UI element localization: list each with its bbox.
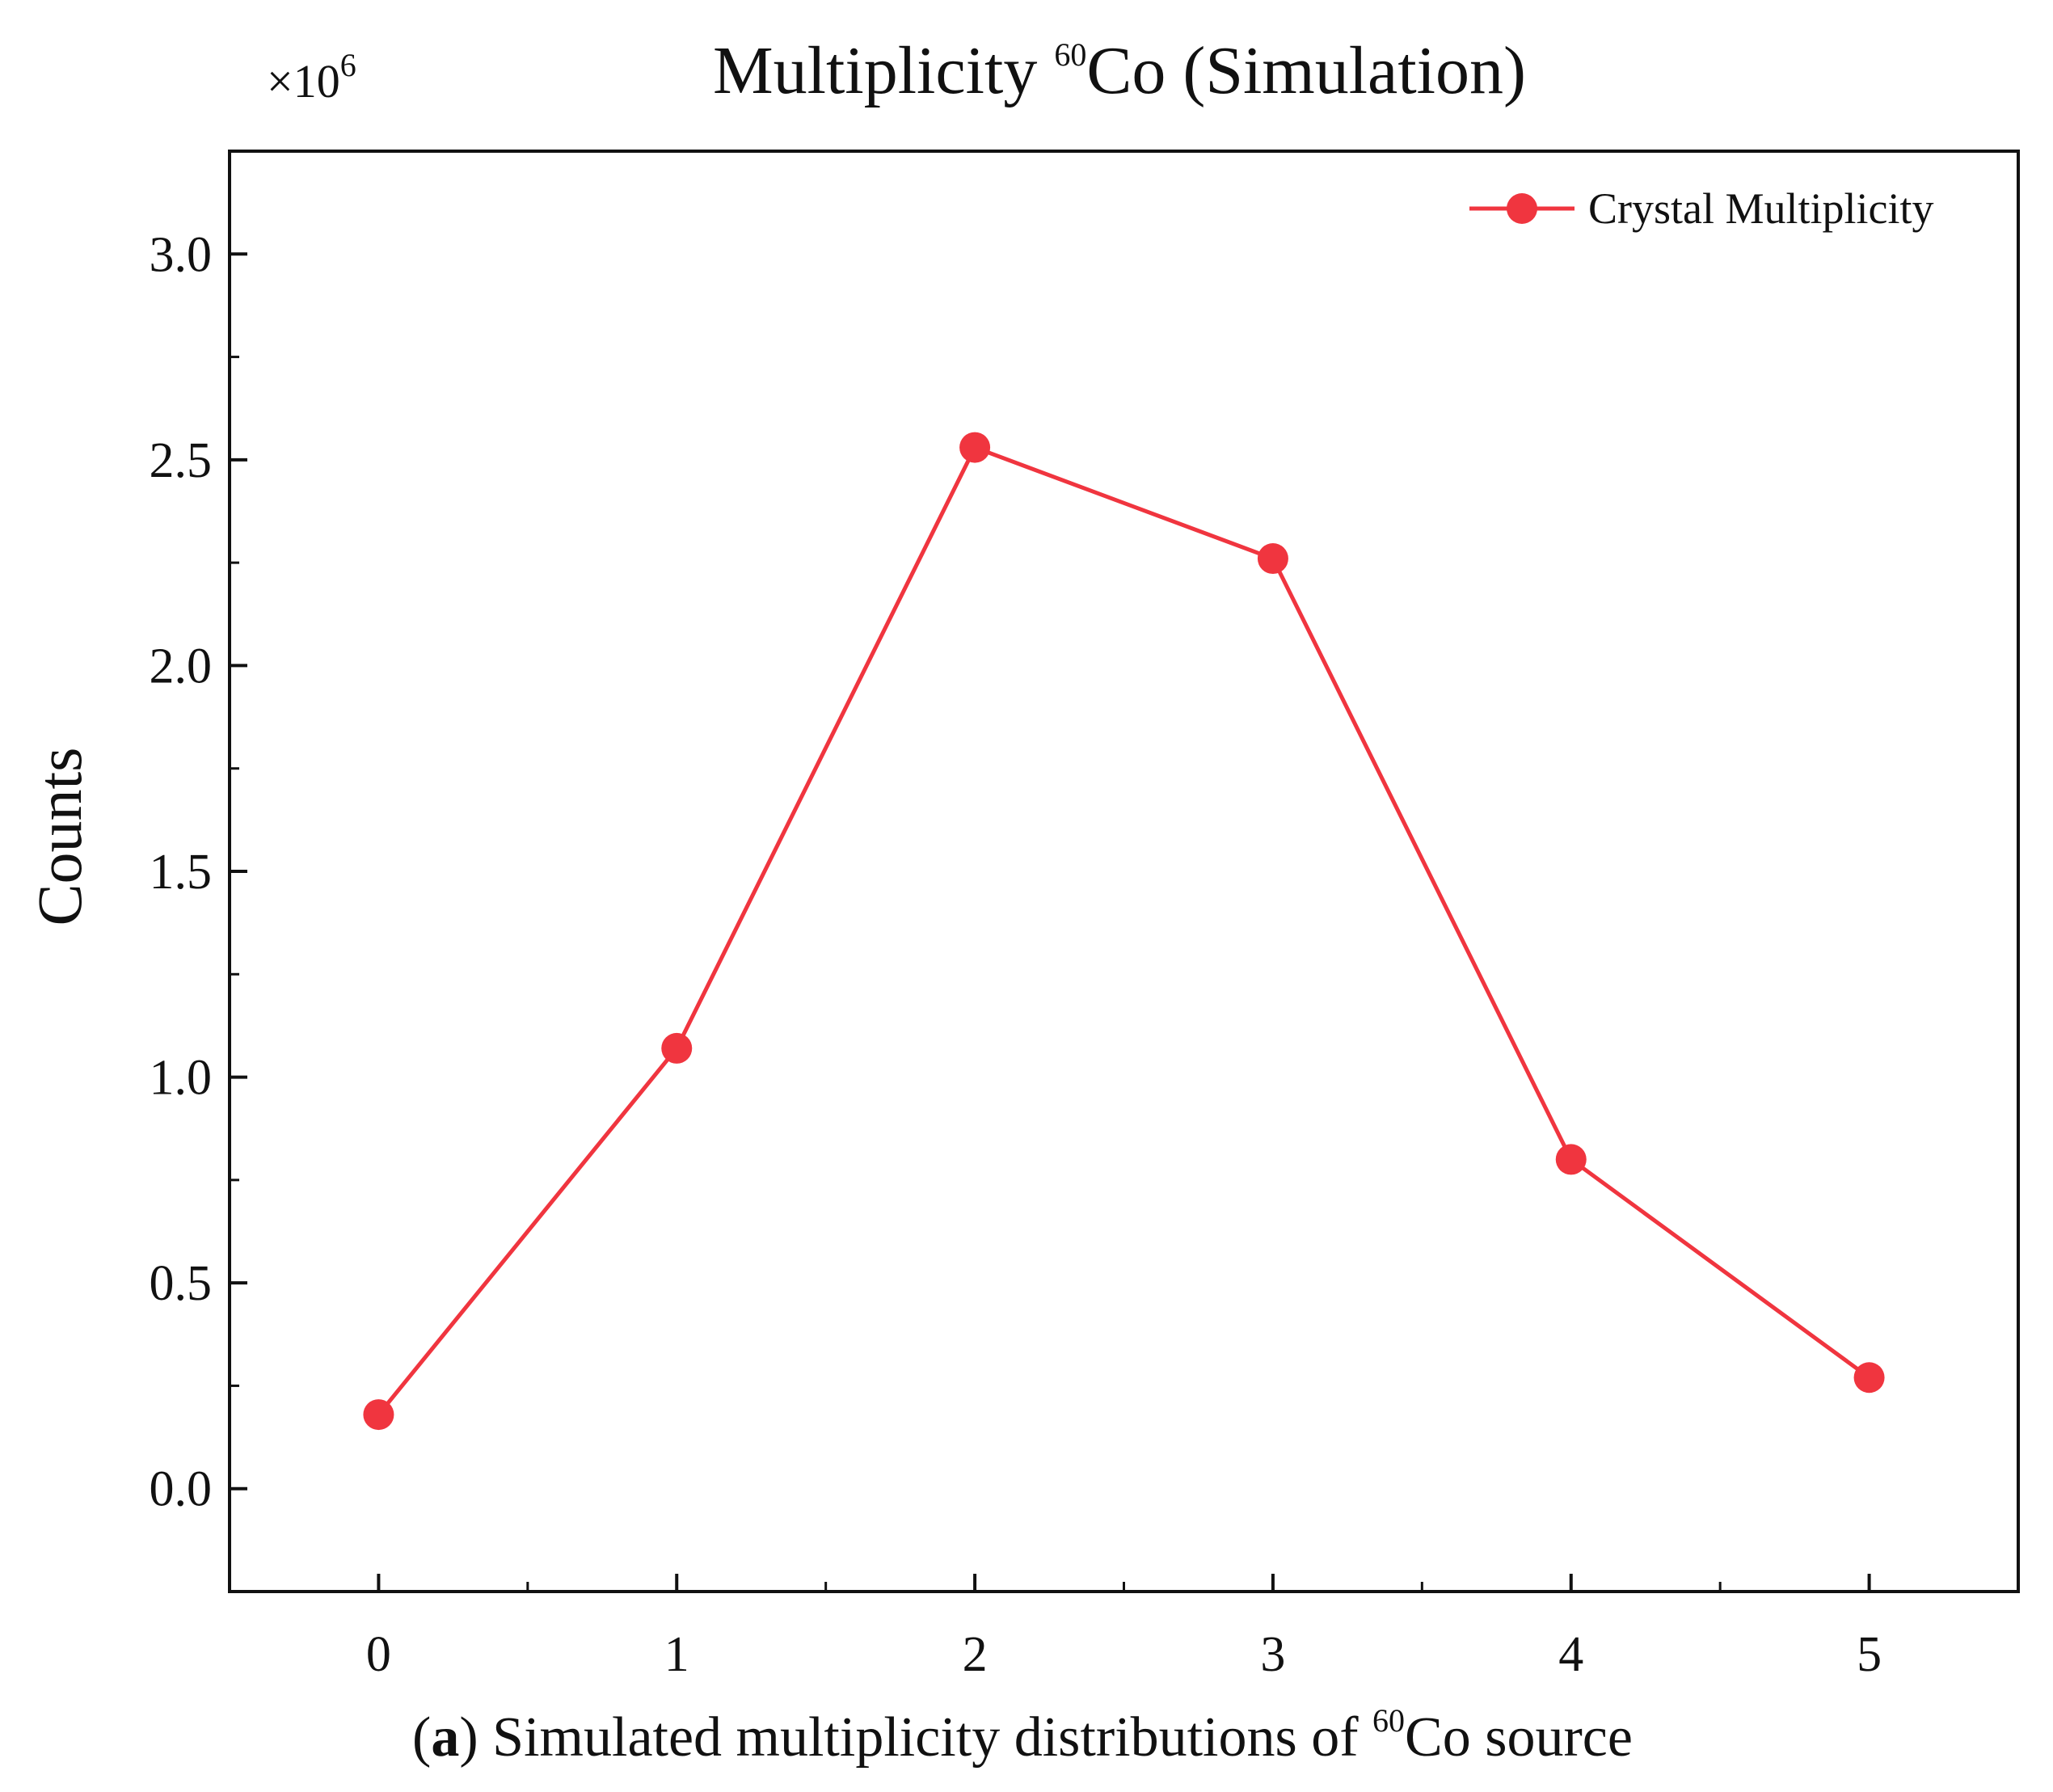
plot-frame xyxy=(228,150,2020,1593)
caption-open: ( xyxy=(412,1706,431,1769)
y-tick-label: 1.0 xyxy=(150,1051,213,1106)
y-axis-ticks: 0.0 0.5 1.0 1.5 2.0 2.5 3.0 xyxy=(150,227,247,1517)
caption-letter: a xyxy=(431,1706,459,1769)
legend: Crystal Multiplicity xyxy=(1469,184,1934,233)
x-tick-label: 0 xyxy=(366,1627,391,1682)
y-tick-label: 1.5 xyxy=(150,845,213,900)
data-point xyxy=(1257,543,1288,575)
series-layer xyxy=(363,432,1885,1431)
chart-title-rest: Co (Simulation) xyxy=(1086,33,1526,108)
legend-marker-sample xyxy=(1507,193,1537,224)
y-tick-label: 0.5 xyxy=(150,1256,213,1311)
x-axis-ticks: 0 1 2 3 4 5 xyxy=(366,1574,1882,1682)
y-tick-label: 3.0 xyxy=(150,227,213,282)
x-tick-label: 3 xyxy=(1260,1627,1285,1682)
data-point xyxy=(661,1032,693,1064)
y-tick-label: 0.0 xyxy=(150,1462,213,1517)
y-multiplier-exp: 6 xyxy=(340,47,356,83)
y-tick-label: 2.5 xyxy=(150,433,213,488)
x-tick-label: 5 xyxy=(1857,1627,1882,1682)
x-tick-label: 4 xyxy=(1558,1627,1583,1682)
data-point xyxy=(1555,1144,1587,1175)
data-point xyxy=(959,432,991,463)
y-axis-label: Counts xyxy=(24,747,95,926)
y-multiplier: ×106 xyxy=(267,47,356,108)
figure-caption: (a) Simulated multiplicity distributions… xyxy=(412,1702,1633,1769)
chart-title-sup: 60 xyxy=(1054,36,1086,73)
caption-sup: 60 xyxy=(1372,1702,1405,1739)
series-line xyxy=(377,445,1871,1416)
x-tick-label: 2 xyxy=(963,1627,988,1682)
data-point xyxy=(363,1399,394,1431)
chart-title: Multiplicity 60Co (Simulation) xyxy=(713,33,1526,108)
legend-label: Crystal Multiplicity xyxy=(1588,184,1934,233)
caption-text: ) Simulated multiplicity distributions o… xyxy=(459,1706,1372,1769)
caption-rest: Co source xyxy=(1405,1706,1633,1769)
data-point xyxy=(1853,1362,1885,1394)
y-tick-label: 2.0 xyxy=(150,639,213,694)
chart-title-main: Multiplicity xyxy=(713,33,1054,108)
y-multiplier-prefix: ×10 xyxy=(267,55,340,108)
x-tick-label: 1 xyxy=(664,1627,689,1682)
